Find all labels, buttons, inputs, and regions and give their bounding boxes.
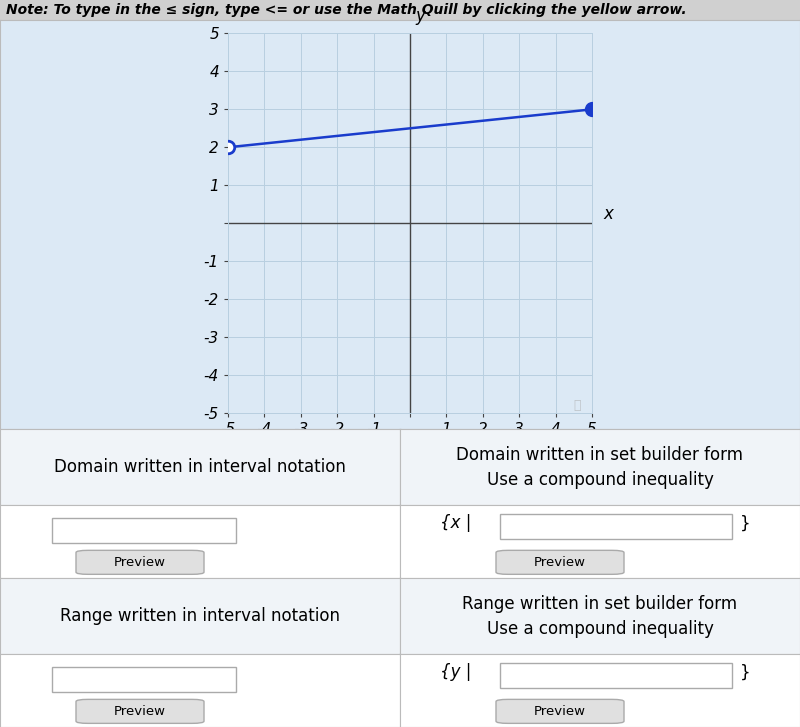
Text: Domain written in interval notation: Domain written in interval notation: [54, 458, 346, 476]
Text: }: }: [740, 664, 750, 681]
FancyBboxPatch shape: [76, 550, 204, 574]
Text: Range written in interval notation: Range written in interval notation: [60, 607, 340, 625]
Text: 🔍: 🔍: [574, 399, 581, 412]
FancyBboxPatch shape: [496, 699, 624, 723]
Text: Domain written in set builder form
Use a compound inequality: Domain written in set builder form Use a…: [457, 446, 743, 489]
FancyBboxPatch shape: [496, 550, 624, 574]
Text: Preview: Preview: [534, 556, 586, 569]
Text: Note: To type in the ≤ sign, type <= or use the Math Quill by clicking the yello: Note: To type in the ≤ sign, type <= or …: [6, 3, 687, 17]
Text: Preview: Preview: [534, 705, 586, 718]
Text: Range written in set builder form
Use a compound inequality: Range written in set builder form Use a …: [462, 595, 738, 638]
Text: }: }: [740, 515, 750, 532]
FancyBboxPatch shape: [500, 663, 732, 688]
Text: {x |: {x |: [440, 515, 471, 532]
Text: x: x: [603, 205, 614, 223]
Text: Preview: Preview: [114, 705, 166, 718]
FancyBboxPatch shape: [52, 667, 236, 692]
FancyBboxPatch shape: [52, 518, 236, 543]
Text: Preview: Preview: [114, 556, 166, 569]
Text: y: y: [415, 7, 426, 25]
FancyBboxPatch shape: [500, 514, 732, 539]
Text: {y |: {y |: [440, 664, 471, 681]
FancyBboxPatch shape: [76, 699, 204, 723]
